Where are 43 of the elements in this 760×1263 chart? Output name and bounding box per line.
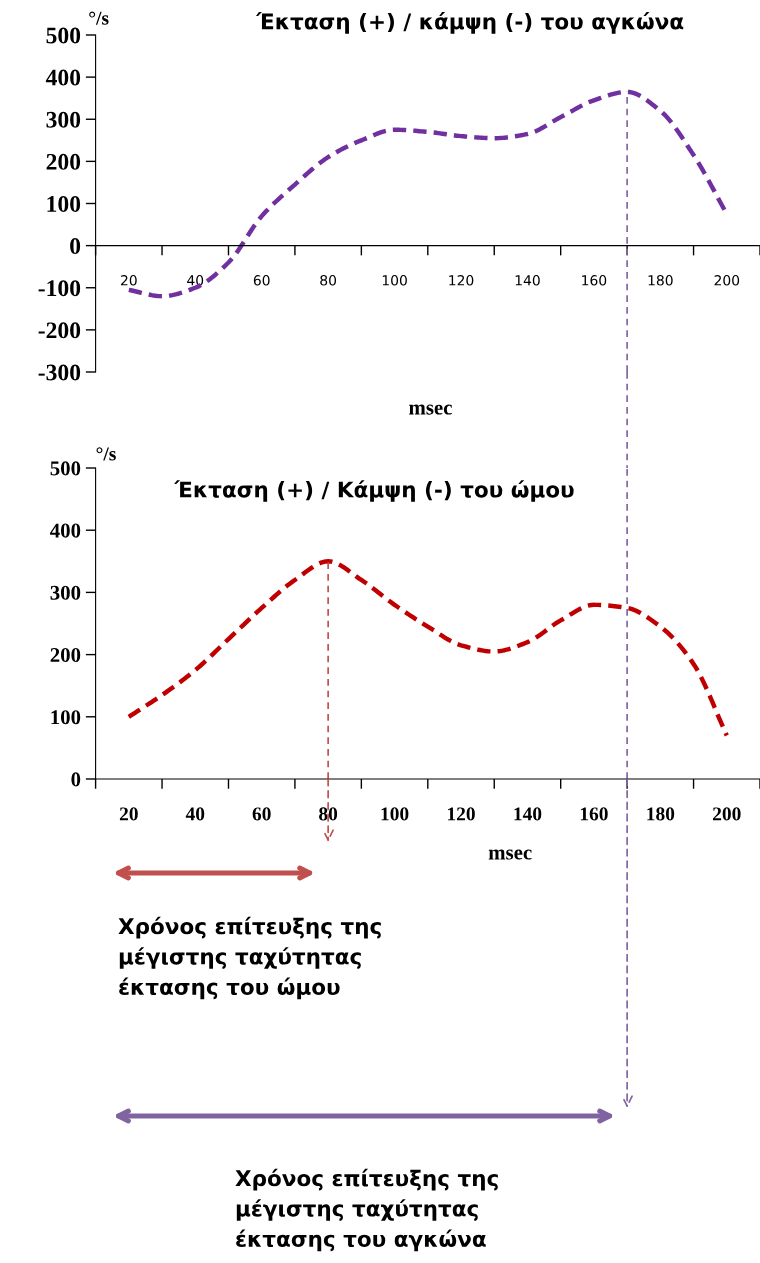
x-tick-label: 100 — [382, 275, 407, 286]
x-tick-label: 160 — [582, 275, 607, 286]
x-tick-label: 140 — [515, 275, 540, 286]
y-tick-label: 300 — [46, 111, 81, 128]
x-tick-label: 20 — [119, 807, 138, 821]
x-axis-title: msec — [488, 849, 532, 860]
chart-title: Έκταση (+) / κάμψη (-) του αγκώνα — [256, 12, 684, 34]
x-axis-title: msec — [409, 404, 452, 415]
y-axis-title: °/s — [96, 447, 116, 461]
y-tick-label: 400 — [45, 69, 81, 86]
x-tick-label: 200 — [714, 275, 740, 286]
x-tick-label: 80 — [320, 275, 337, 286]
x-tick-label: 180 — [647, 807, 675, 821]
y-tick-label: -300 — [38, 364, 81, 381]
x-tick-label: 60 — [253, 275, 270, 286]
x-tick-label: 100 — [381, 807, 409, 821]
y-axis-title: °/s — [89, 11, 109, 25]
y-tick-label: 500 — [50, 461, 81, 476]
y-tick-label: 0 — [70, 238, 81, 255]
x-tick-label: 120 — [448, 807, 475, 821]
text: Έκταση (+) / Κάμψη (-) του ώμου — [174, 480, 574, 502]
text: Χρόνος επίτευξης της μέγιστης ταχύτητας έκτασης του ώμου — [118, 916, 381, 1000]
y-tick-label: 300 — [50, 585, 81, 600]
y-tick-label: 100 — [47, 195, 81, 212]
x-tick-label: 80 — [319, 807, 338, 821]
y-tick-label: -100 — [38, 280, 81, 297]
x-tick-label: 40 — [185, 807, 205, 821]
x-tick-label: 20 — [121, 275, 137, 286]
y-tick-label: 0 — [71, 772, 81, 787]
text: Χρόνος επίτευξης της μέγιστης ταχύτητας έκτασης του αγκώνα — [235, 1168, 498, 1252]
y-tick-label: 200 — [46, 153, 81, 170]
x-tick-label: 140 — [514, 807, 542, 821]
y-tick-label: 200 — [50, 647, 81, 663]
y-tick-label: 400 — [50, 523, 81, 538]
x-tick-label: 60 — [252, 807, 271, 821]
x-tick-label: 200 — [713, 807, 741, 821]
y-tick-label: 500 — [46, 27, 81, 44]
y-tick-label: 100 — [51, 710, 81, 725]
x-tick-label: 160 — [580, 807, 608, 821]
y-tick-label: -200 — [38, 322, 81, 339]
x-tick-label: 40 — [187, 275, 204, 286]
x-tick-label: 120 — [449, 275, 474, 286]
x-tick-label: 180 — [648, 275, 673, 286]
